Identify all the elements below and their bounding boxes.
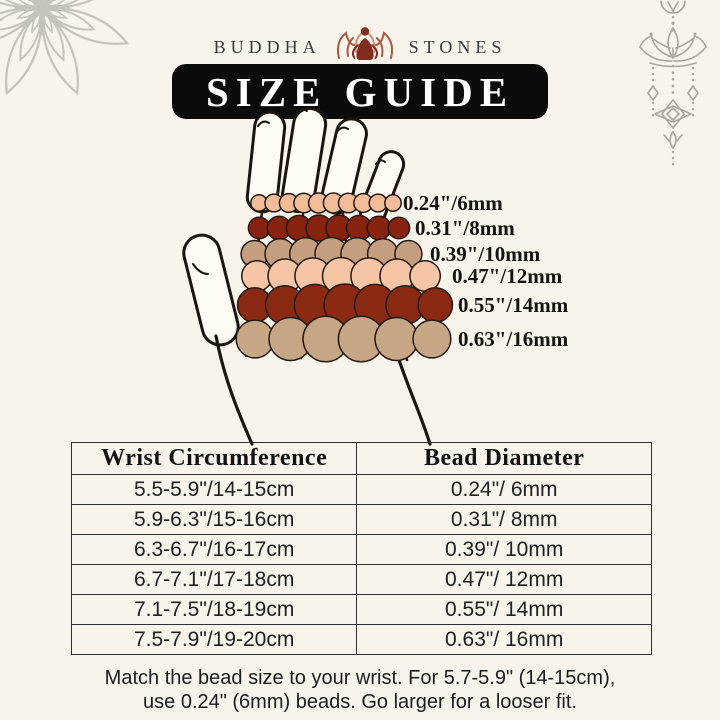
bead-size-label: 0.31"/8mm <box>415 216 515 240</box>
bead <box>366 215 392 241</box>
table-row: 7.5-7.9"/19-20cm 0.63"/ 16mm <box>70 624 652 655</box>
bead <box>387 216 411 240</box>
size-table-header-row: Wrist Circumference Bead Diameter <box>70 442 652 475</box>
hand-icon <box>182 106 432 446</box>
table-row: 6.3-6.7"/16-17cm 0.39"/ 10mm <box>70 534 652 565</box>
bead <box>374 316 419 362</box>
size-table-body: 5.5-5.9"/14-15cm 0.24"/ 6mm 5.9-6.3"/15-16… <box>70 474 652 655</box>
bead-diameter-cell: 0.31"/ 8mm <box>356 504 652 535</box>
bead-diameter-cell: 0.24"/ 6mm <box>356 474 652 505</box>
bead-strands <box>235 192 454 363</box>
wrist-circumference-cell: 6.7-7.1"/17-18cm <box>70 564 358 595</box>
bead-diameter-cell: 0.63"/ 16mm <box>356 624 652 655</box>
table-row: 5.5-5.9"/14-15cm 0.24"/ 6mm <box>70 474 652 505</box>
brand-name-left: BUDDHA <box>213 36 321 57</box>
wrist-circumference-cell: 5.5-5.9"/14-15cm <box>70 474 358 505</box>
fit-note-line2: use 0.24" (6mm) beads. Go larger for a l… <box>143 691 577 714</box>
bead-size-label: 0.55"/14mm <box>458 293 569 317</box>
wrist-circumference-cell: 7.5-7.9"/19-20cm <box>70 624 358 655</box>
bead-size-label: 0.24"/6mm <box>403 191 503 215</box>
bead <box>417 287 454 323</box>
bead-size-label: 0.47"/12mm <box>452 264 563 288</box>
bead-diameter-cell: 0.39"/ 10mm <box>356 534 652 565</box>
brand-logo: BUDDHA STONES <box>0 22 720 72</box>
page-title: SIZE GUIDE <box>205 68 515 115</box>
brand-name-right: STONES <box>408 36 507 57</box>
size-guide-banner: SIZE GUIDE <box>172 64 548 119</box>
wrist-circumference-cell: 5.9-6.3"/15-16cm <box>70 504 358 535</box>
table-row: 7.1-7.5"/18-19cm 0.55"/ 14mm <box>70 594 652 625</box>
wrist-circumference-cell: 6.3-6.7"/16-17cm <box>70 534 358 565</box>
wrist-circumference-header: Wrist Circumference <box>70 442 358 475</box>
size-table: Wrist Circumference Bead Diameter 5.5-5.… <box>70 442 652 655</box>
bead <box>412 319 452 359</box>
fit-note: Match the bead size to your wrist. For 5… <box>0 666 720 715</box>
bead-diameter-cell: 0.47"/ 12mm <box>356 564 652 595</box>
table-row: 6.7-7.1"/17-18cm 0.47"/ 12mm <box>70 564 652 595</box>
fit-note-line1: Match the bead size to your wrist. For 5… <box>104 667 616 689</box>
bead <box>384 194 402 212</box>
bead-size-label: 0.63"/16mm <box>458 327 569 351</box>
wrist-circumference-cell: 7.1-7.5"/18-19cm <box>70 594 358 625</box>
bead-size-label: 0.39"/10mm <box>430 242 541 266</box>
bead-diameter-cell: 0.55"/ 14mm <box>356 594 652 625</box>
bead-diameter-header: Bead Diameter <box>356 442 652 475</box>
table-row: 5.9-6.3"/15-16cm 0.31"/ 8mm <box>70 504 652 535</box>
